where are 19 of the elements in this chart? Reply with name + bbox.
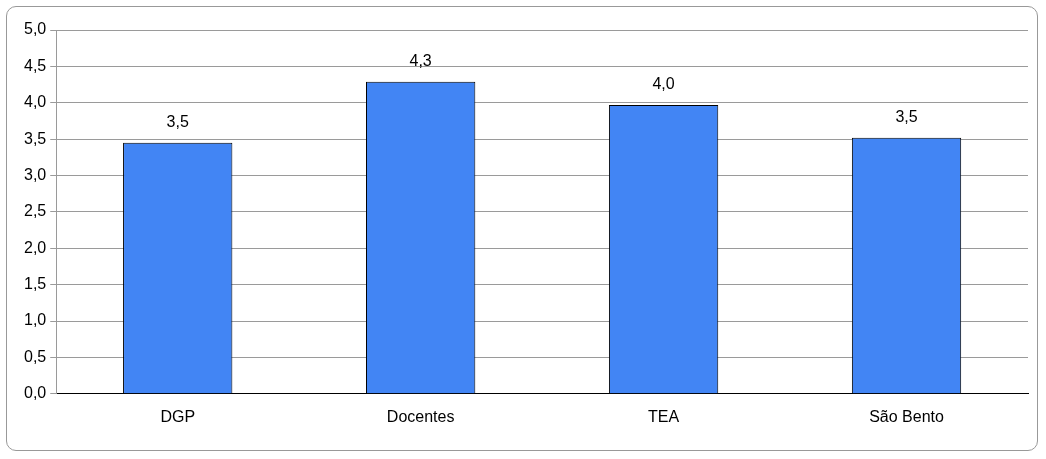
data-label: 4,3: [409, 52, 432, 70]
y-tick-label: 4,5: [23, 56, 47, 74]
y-tick-label: 5,0: [23, 20, 47, 38]
x-tick-label: São Bento: [869, 407, 944, 425]
data-label: 3,5: [166, 113, 189, 131]
y-tick-label: 2,0: [23, 238, 47, 256]
y-tick-label: 1,0: [23, 311, 47, 329]
x-tick-label: TEA: [648, 407, 680, 425]
y-tick-label: 1,5: [23, 275, 47, 293]
y-tick-label: 3,5: [23, 129, 47, 147]
y-tick-label: 0,5: [23, 347, 47, 365]
y-tick-label: 2,5: [23, 202, 47, 220]
y-tick-label: 3,0: [23, 165, 47, 183]
x-tick-label: Docentes: [386, 407, 455, 425]
data-label: 4,0: [652, 75, 675, 93]
y-tick-label: 0,0: [23, 384, 47, 402]
y-tick-label: 4,0: [23, 93, 47, 111]
data-label: 3,5: [895, 108, 918, 126]
x-tick-label: DGP: [160, 407, 196, 425]
